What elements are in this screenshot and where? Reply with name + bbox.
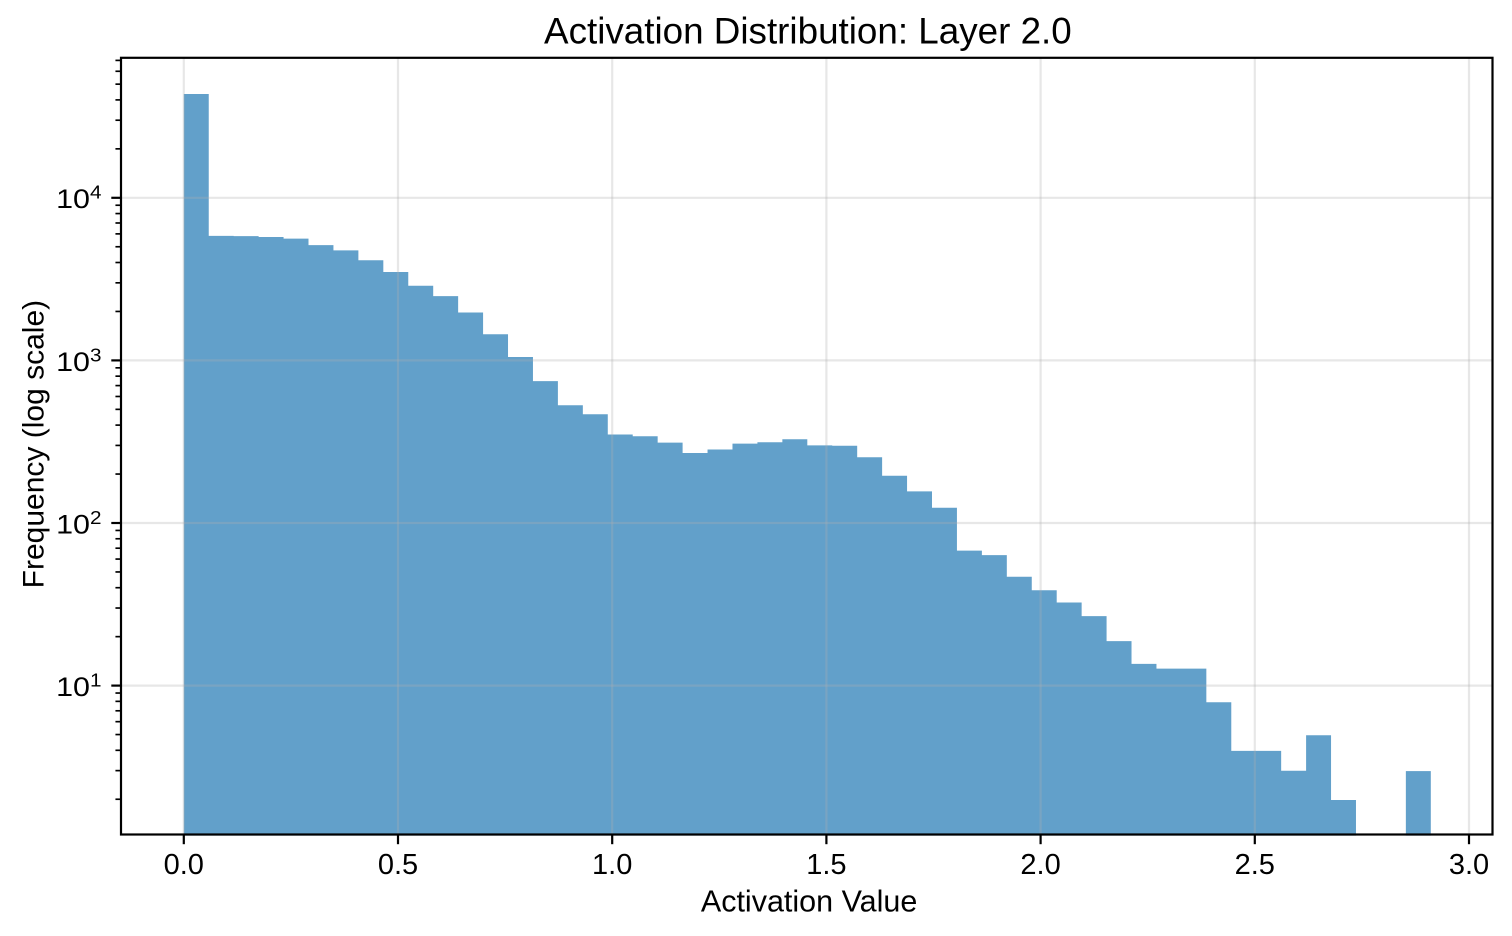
- svg-text:3.0: 3.0: [1449, 849, 1489, 881]
- svg-text:2.0: 2.0: [1020, 849, 1060, 881]
- svg-text:2.5: 2.5: [1235, 849, 1275, 881]
- svg-text:0.0: 0.0: [164, 849, 204, 881]
- svg-text:1.0: 1.0: [592, 849, 632, 881]
- svg-text:1.5: 1.5: [806, 849, 846, 881]
- svg-text:Activation Value: Activation Value: [701, 884, 917, 918]
- svg-text:103: 103: [56, 345, 101, 377]
- svg-text:0.5: 0.5: [378, 849, 418, 881]
- svg-text:Activation Distribution: Layer: Activation Distribution: Layer 2.0: [544, 11, 1072, 52]
- svg-text:Frequency (log scale): Frequency (log scale): [18, 300, 51, 588]
